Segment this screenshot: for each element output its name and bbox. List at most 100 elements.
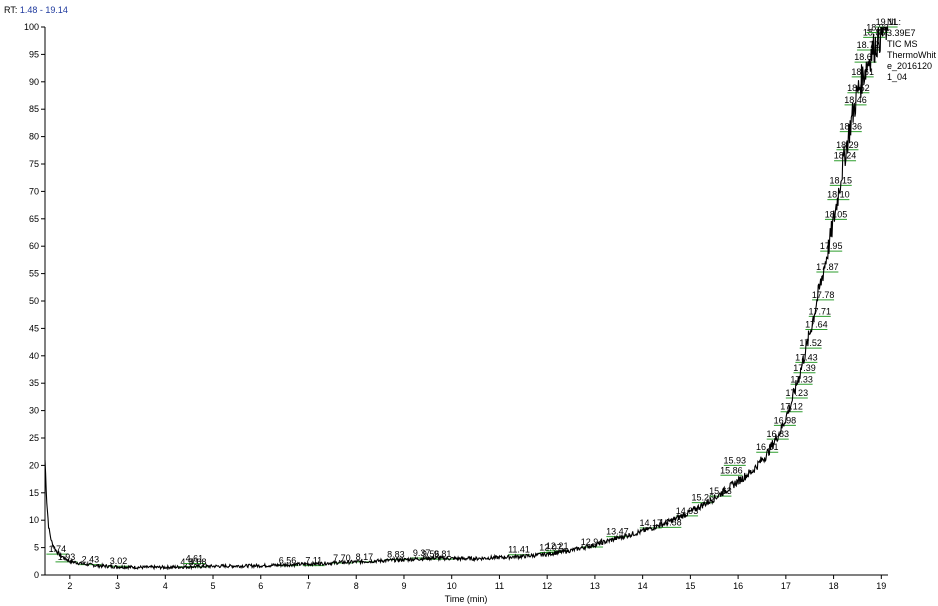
y-tick-label: 20 <box>29 460 39 470</box>
x-tick-label: 16 <box>733 581 743 591</box>
peak-label: 14.93 <box>676 506 699 516</box>
peak-label: 15.63 <box>709 486 732 496</box>
y-tick-label: 90 <box>29 77 39 87</box>
x-tick-label: 8 <box>354 581 359 591</box>
x-tick-label: 7 <box>306 581 311 591</box>
x-tick-label: 11 <box>495 581 504 591</box>
y-tick-label: 40 <box>29 351 39 361</box>
y-tick-label: 75 <box>29 159 39 169</box>
peak-label: 4.50 <box>180 557 198 567</box>
x-axis-label: Time (min) <box>445 594 488 604</box>
peak-label: 8.17 <box>356 552 374 562</box>
peak-label: 9.56 <box>422 549 440 559</box>
y-tick-label: 55 <box>29 269 39 279</box>
y-tick-label: 95 <box>29 49 39 59</box>
tic-trace-line <box>44 26 889 571</box>
x-tick-label: 18 <box>829 581 839 591</box>
peak-label: 12.94 <box>581 537 604 547</box>
peak-label: 17.78 <box>812 290 835 300</box>
info-line-1: NL: <box>887 17 901 27</box>
peak-label: 12.21 <box>546 541 569 551</box>
x-tick-label: 14 <box>638 581 648 591</box>
y-tick-label: 10 <box>29 515 39 525</box>
x-tick-label: 13 <box>590 581 600 591</box>
x-tick-label: 10 <box>447 581 457 591</box>
peak-label: 7.70 <box>333 553 351 563</box>
info-line-3: TIC MS <box>887 39 918 49</box>
x-tick-label: 5 <box>211 581 216 591</box>
peak-label: 17.23 <box>786 388 809 398</box>
x-tick-label: 2 <box>67 581 72 591</box>
peak-label: 12.07 <box>539 543 562 553</box>
peak-label: 18.72 <box>857 40 880 50</box>
y-tick-label: 100 <box>24 22 39 32</box>
peak-label: 18.67 <box>854 52 877 62</box>
y-tick-label: 15 <box>29 488 39 498</box>
peak-label: 9.81 <box>434 549 452 559</box>
peak-label: 19.11 <box>876 17 898 27</box>
peak-label: 16.98 <box>774 415 797 425</box>
peak-label: 6.56 <box>279 556 297 566</box>
y-tick-label: 35 <box>29 378 39 388</box>
y-tick-label: 45 <box>29 323 39 333</box>
peak-label: 4.61 <box>186 553 204 563</box>
peak-label: 3.02 <box>110 556 128 566</box>
y-tick-label: 80 <box>29 132 39 142</box>
peak-label: 18.15 <box>829 175 852 185</box>
peak-label: 13.47 <box>606 527 629 537</box>
peak-label: 17.87 <box>816 262 839 272</box>
peak-label: 15.93 <box>724 455 747 465</box>
peak-label: 4.68 <box>189 557 207 567</box>
rt-prefix: RT: <box>4 5 18 15</box>
y-tick-label: 65 <box>29 214 39 224</box>
rt-range-value: 1.48 - 19.14 <box>19 5 68 15</box>
peak-label: 14.17 <box>639 518 662 528</box>
y-tick-label: 0 <box>34 570 39 580</box>
peak-label: 17.39 <box>793 363 816 373</box>
rt-range-label: RT: 1.48 - 19.14 <box>4 5 68 15</box>
peak-label: 2.43 <box>82 555 100 565</box>
x-tick-label: 6 <box>258 581 263 591</box>
info-line-5: e_2016120 <box>887 61 932 71</box>
nl-info-box: NL: 3.39E7 TIC MS ThermoWhit e_2016120 1… <box>887 17 937 82</box>
peak-label: 16.61 <box>756 442 779 452</box>
peak-label: 15.86 <box>720 465 743 475</box>
peak-label: 17.52 <box>799 338 822 348</box>
peak-label: 15.26 <box>692 493 715 503</box>
y-tick-label: 50 <box>29 296 39 306</box>
info-line-2: 3.39E7 <box>887 28 916 38</box>
y-tick-label: 5 <box>34 543 39 553</box>
peak-label: 9.37 <box>413 548 431 558</box>
x-tick-label: 19 <box>876 581 886 591</box>
peak-label: 1.93 <box>58 552 76 562</box>
peak-label: 17.64 <box>805 319 828 329</box>
x-tick-label: 17 <box>781 581 791 591</box>
x-tick-label: 12 <box>542 581 552 591</box>
x-tick-label: 15 <box>685 581 695 591</box>
y-tick-label: 85 <box>29 104 39 114</box>
peak-labels: 1.741.93 2.43 3.02 4.504.614.68 6.56 7.11 7.70… <box>46 17 898 568</box>
peak-label: 16.83 <box>766 429 789 439</box>
x-tick-label: 3 <box>115 581 120 591</box>
y-ticks: 0 5 10 15 20 25 30 35 40 45 50 55 60 65 70 75 80 85 90 95 10… <box>24 22 45 580</box>
peak-label: 17.33 <box>790 374 813 384</box>
x-tick-label: 4 <box>163 581 168 591</box>
peak-label: 8.83 <box>387 550 405 560</box>
peak-label: 1.74 <box>49 544 67 554</box>
info-line-6: 1_04 <box>887 72 907 82</box>
y-tick-label: 25 <box>29 433 39 443</box>
peak-label: 14.58 <box>659 517 682 527</box>
peak-label: 17.95 <box>820 241 843 251</box>
peak-label: 17.71 <box>808 306 831 316</box>
x-tick-label: 9 <box>401 581 406 591</box>
x-ticks: 2 3 4 5 6 7 8 9 10 11 12 13 14 15 16 17 18 19 <box>67 575 886 591</box>
info-line-4: ThermoWhit <box>887 50 937 60</box>
peak-label: 11.41 <box>508 545 530 555</box>
y-tick-label: 60 <box>29 241 39 251</box>
peak-label: 18.05 <box>825 209 848 219</box>
peak-label: 7.11 <box>305 556 322 566</box>
peak-label: 17.12 <box>780 402 803 412</box>
y-tick-label: 30 <box>29 406 39 416</box>
peak-label: 17.43 <box>795 352 818 362</box>
